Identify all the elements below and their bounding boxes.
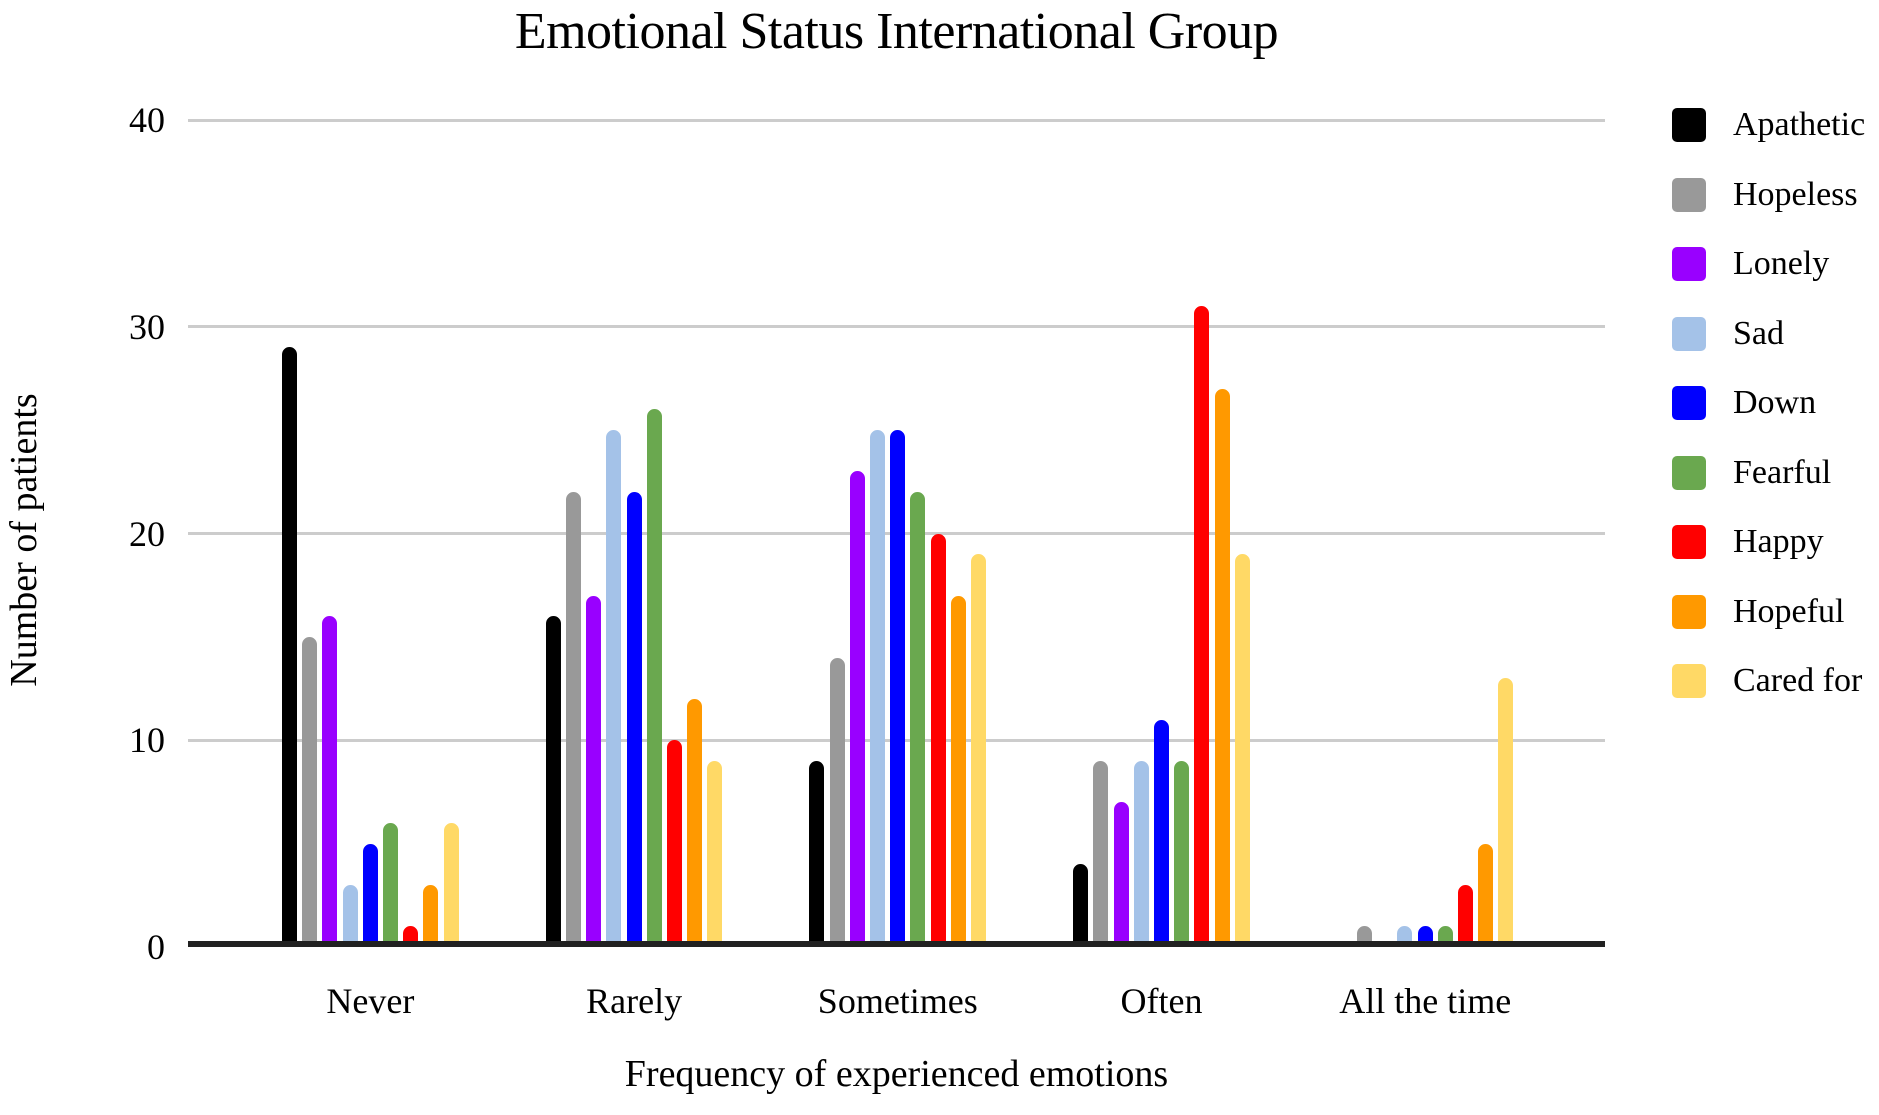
legend-label: Fearful (1733, 453, 1832, 491)
bar-hopeful-sometimes (950, 595, 966, 947)
legend-label: Hopeful (1733, 592, 1845, 630)
legend-swatch-down (1672, 386, 1706, 420)
y-tick-label-20: 20 (129, 513, 165, 554)
bar-hopeful-all-the-time (1478, 843, 1494, 947)
legend-label: Sad (1733, 314, 1784, 352)
bar-cared-for-all-the-time (1498, 678, 1514, 947)
bar-happy-rarely (666, 740, 682, 947)
legend-swatch-cared-for (1672, 664, 1706, 698)
bar-happy-all-the-time (1458, 884, 1473, 947)
bar-sad-rarely (606, 430, 622, 947)
y-tick-label-40: 40 (129, 100, 165, 140)
bar-lonely-often (1113, 802, 1129, 947)
y-tick-label-10: 10 (129, 720, 165, 761)
legend-label: Hopeless (1733, 175, 1858, 213)
bar-cared-for-never (443, 822, 459, 947)
bar-hopeful-often (1214, 388, 1230, 947)
bar-down-rarely (626, 492, 642, 947)
bar-apathetic-sometimes (809, 760, 825, 947)
y-tick-label-0: 0 (147, 927, 165, 967)
x-category-label-rarely: Rarely (586, 981, 683, 1021)
bar-cared-for-rarely (707, 760, 723, 947)
legend-label: Cared for (1733, 662, 1863, 699)
legend-label: Down (1733, 384, 1817, 421)
bar-lonely-sometimes (849, 471, 865, 947)
bar-hopeless-often (1093, 760, 1109, 947)
bar-happy-often (1194, 306, 1210, 947)
bar-lonely-rarely (586, 595, 602, 947)
bar-down-often (1153, 719, 1169, 947)
legend-swatch-hopeful (1672, 594, 1706, 629)
x-axis-line (188, 941, 1605, 947)
bar-lonely-never (322, 616, 338, 947)
bar-happy-sometimes (930, 533, 946, 947)
bar-sad-sometimes (870, 430, 885, 947)
bar-fearful-never (383, 822, 398, 947)
legend-swatch-apathetic (1672, 108, 1706, 142)
bar-hopeless-sometimes (829, 657, 845, 947)
bar-cared-for-sometimes (971, 554, 986, 947)
legend-swatch-sad (1672, 316, 1706, 351)
bar-hopeful-never (423, 884, 439, 947)
bar-fearful-sometimes (910, 492, 926, 947)
x-axis-title: Frequency of experienced emotions (624, 1053, 1169, 1095)
x-category-label-sometimes: Sometimes (817, 981, 978, 1021)
legend-swatch-lonely (1672, 247, 1706, 281)
chart-title: Emotional Status International Group (514, 3, 1279, 60)
x-category-label-all-the-time: All the time (1339, 981, 1512, 1021)
x-category-label-often: Often (1120, 981, 1203, 1021)
bar-apathetic-never (282, 347, 297, 947)
legend-swatch-hopeless (1672, 177, 1706, 212)
gridline-30 (188, 325, 1605, 329)
legend-label: Lonely (1733, 245, 1830, 282)
bar-cared-for-often (1234, 554, 1250, 947)
bar-sad-never (342, 884, 358, 947)
bar-hopeless-never (302, 636, 318, 947)
bar-down-sometimes (890, 430, 906, 947)
gridline-40 (188, 118, 1605, 122)
x-category-label-never: Never (326, 981, 415, 1021)
bar-apathetic-rarely (545, 616, 561, 947)
bar-fearful-often (1174, 760, 1190, 947)
y-tick-label-30: 30 (129, 306, 165, 347)
legend-label: Happy (1733, 523, 1824, 560)
bar-down-never (362, 843, 378, 947)
bar-fearful-rarely (646, 409, 662, 947)
legend-swatch-fearful (1672, 455, 1706, 490)
bar-sad-often (1133, 760, 1149, 947)
bar-hopeless-rarely (565, 492, 581, 947)
legend-label: Apathetic (1733, 106, 1866, 143)
legend-swatch-happy (1672, 525, 1706, 559)
bar-apathetic-often (1073, 864, 1089, 947)
bar-hopeful-rarely (687, 698, 703, 947)
